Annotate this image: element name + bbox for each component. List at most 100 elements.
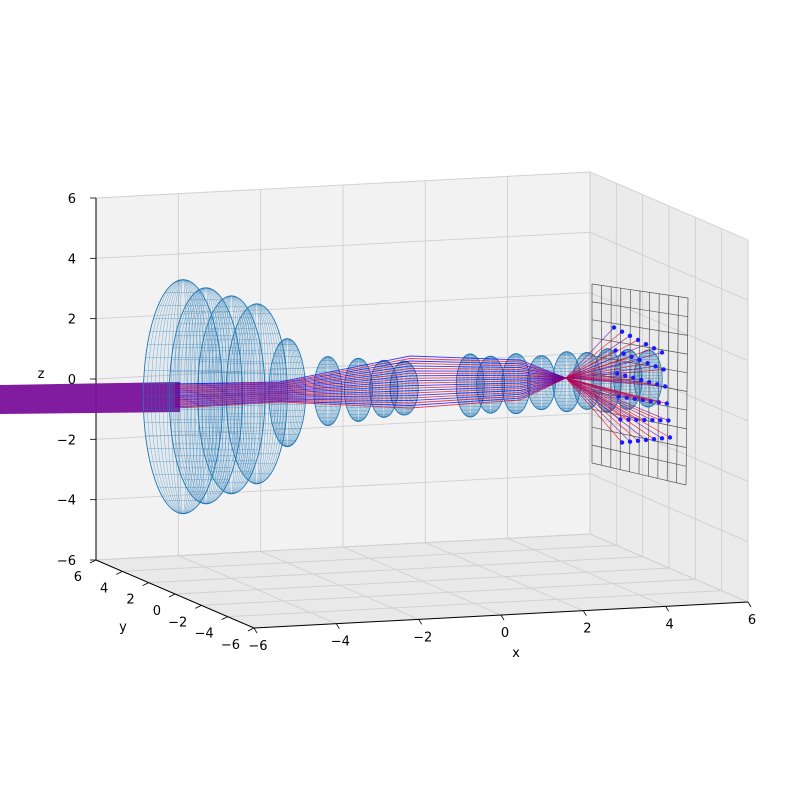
input-beam bbox=[0, 382, 180, 414]
spot-point bbox=[613, 348, 618, 353]
spot-point bbox=[623, 373, 628, 378]
spot-point bbox=[647, 379, 652, 385]
y-tick bbox=[142, 582, 149, 587]
z-tick-label: −2 bbox=[57, 433, 76, 448]
spot-point bbox=[619, 440, 625, 445]
ray bbox=[174, 377, 567, 400]
exit-ray bbox=[565, 377, 667, 404]
exit-ray bbox=[565, 377, 669, 421]
exit-ray bbox=[565, 377, 623, 443]
sensor-grid-line bbox=[685, 297, 689, 486]
exit-ray bbox=[565, 377, 631, 442]
input-ray-bundle bbox=[0, 382, 180, 414]
y-tick-label: 2 bbox=[126, 593, 134, 608]
ray bbox=[174, 377, 567, 408]
x-tick bbox=[418, 619, 423, 625]
ray-traces bbox=[174, 355, 567, 409]
ray bbox=[174, 372, 567, 393]
exit-ray bbox=[565, 362, 648, 379]
spot-point bbox=[643, 437, 649, 443]
spot-point bbox=[627, 333, 633, 339]
spot-point bbox=[619, 329, 625, 334]
right-grid-z bbox=[589, 231, 749, 301]
spot-point bbox=[651, 346, 657, 351]
z-tick-label: 2 bbox=[68, 313, 76, 328]
spot-point bbox=[667, 435, 673, 440]
y-tick-label: −4 bbox=[194, 627, 213, 642]
spot-point bbox=[615, 371, 620, 376]
ray bbox=[174, 377, 567, 404]
x-tick bbox=[335, 623, 340, 629]
y-tick-label: 0 bbox=[153, 604, 161, 619]
ray bbox=[174, 360, 567, 387]
x-axis-label: x bbox=[512, 646, 520, 661]
ray bbox=[174, 377, 567, 401]
ray bbox=[174, 377, 567, 396]
sensor-grid-line bbox=[591, 408, 687, 430]
floor-grid-x bbox=[589, 533, 749, 603]
spot-point bbox=[658, 418, 663, 423]
floor-grid-y bbox=[95, 533, 591, 561]
x-tick-label: −4 bbox=[331, 635, 350, 650]
spot-point bbox=[653, 364, 658, 369]
x-tick-label: 2 bbox=[583, 622, 591, 637]
spot-point bbox=[611, 325, 617, 330]
exit-ray bbox=[565, 377, 671, 438]
sensor-grid-line bbox=[591, 391, 687, 411]
spot-point bbox=[659, 350, 665, 355]
sensor-grid-line bbox=[676, 296, 679, 483]
y-tick-label: 4 bbox=[100, 581, 108, 596]
ray bbox=[174, 365, 567, 390]
exit-ray bbox=[565, 331, 623, 379]
exit-ray bbox=[565, 335, 631, 379]
exit-ray bbox=[565, 377, 653, 421]
x-tick bbox=[253, 627, 258, 634]
exit-ray bbox=[565, 356, 632, 379]
spot-point bbox=[631, 375, 636, 381]
ray bbox=[174, 355, 567, 385]
exit-ray bbox=[565, 377, 661, 421]
spot-point bbox=[642, 417, 647, 423]
y-tick bbox=[89, 559, 97, 564]
ray bbox=[174, 370, 567, 392]
ray bbox=[174, 358, 567, 386]
ray bbox=[174, 377, 567, 402]
exit-ray bbox=[565, 359, 640, 379]
back-grid-z bbox=[95, 171, 591, 199]
z-tick-label: 6 bbox=[68, 192, 76, 207]
y-tick bbox=[247, 627, 255, 632]
exit-ray bbox=[565, 375, 626, 379]
spot-point bbox=[635, 337, 641, 343]
spot-diagram-points bbox=[565, 325, 673, 445]
x-tick bbox=[582, 610, 587, 616]
exit-ray bbox=[565, 377, 639, 442]
ray bbox=[174, 377, 567, 406]
x-tick-label: 4 bbox=[666, 617, 674, 632]
y-axis-label: y bbox=[119, 620, 127, 635]
y-tick bbox=[195, 604, 202, 609]
spot-point bbox=[639, 377, 644, 383]
exit-ray bbox=[565, 377, 655, 440]
x-tick-label: 6 bbox=[748, 613, 756, 628]
spot-point bbox=[651, 436, 657, 442]
exit-ray bbox=[565, 377, 663, 439]
spot-point bbox=[637, 357, 642, 363]
spot-point bbox=[635, 438, 641, 444]
ray bbox=[174, 377, 567, 403]
sensor-grid-line bbox=[591, 462, 687, 486]
spot-point bbox=[629, 354, 634, 360]
exit-ray bbox=[565, 327, 615, 379]
ray bbox=[174, 374, 567, 394]
exit-ray bbox=[565, 377, 645, 421]
z-tick-label: −6 bbox=[57, 554, 76, 569]
lens-element bbox=[369, 359, 399, 418]
exit-ray bbox=[565, 377, 666, 387]
ray bbox=[174, 377, 567, 399]
ray bbox=[174, 362, 567, 388]
spot-point bbox=[666, 418, 671, 423]
back-grid-z bbox=[95, 231, 591, 259]
x-tick bbox=[747, 601, 752, 608]
spot-point bbox=[659, 436, 665, 441]
